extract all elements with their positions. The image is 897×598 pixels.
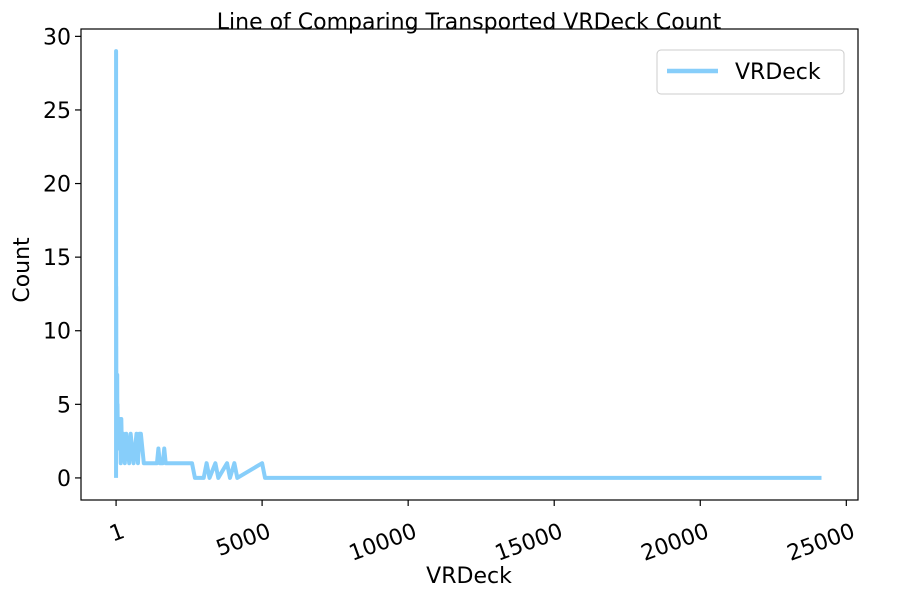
y-tick-label: 25 bbox=[43, 99, 71, 124]
legend-label: VRDeck bbox=[735, 60, 821, 85]
x-tick-label: 5000 bbox=[213, 519, 274, 562]
x-axis-title: VRDeck bbox=[426, 564, 512, 589]
y-axis-title: Count bbox=[10, 237, 35, 303]
x-tick-label: 20000 bbox=[638, 519, 712, 566]
y-tick-label: 5 bbox=[57, 393, 71, 418]
x-tick-label: 10000 bbox=[346, 519, 420, 566]
y-tick-label: 15 bbox=[43, 246, 71, 271]
x-tick-label: 1 bbox=[106, 519, 128, 547]
x-axis: 1 5000 10000 15000 20000 25000 bbox=[106, 500, 858, 567]
legend: VRDeck bbox=[656, 49, 845, 95]
y-tick-label: 10 bbox=[43, 320, 71, 345]
y-axis: 0 5 10 15 20 25 30 bbox=[43, 25, 81, 492]
legend-box bbox=[656, 49, 845, 95]
x-tick-label: 25000 bbox=[784, 519, 858, 566]
series-layer bbox=[114, 49, 822, 480]
series-line-vrdeck bbox=[114, 49, 822, 480]
y-tick-label: 30 bbox=[43, 25, 71, 50]
chart-title: Line of Comparing Transported VRDeck Cou… bbox=[217, 10, 722, 35]
plot-area bbox=[80, 28, 859, 501]
x-tick-label: 15000 bbox=[492, 519, 566, 566]
y-tick-label: 20 bbox=[43, 173, 71, 198]
y-tick-label: 0 bbox=[57, 467, 71, 492]
